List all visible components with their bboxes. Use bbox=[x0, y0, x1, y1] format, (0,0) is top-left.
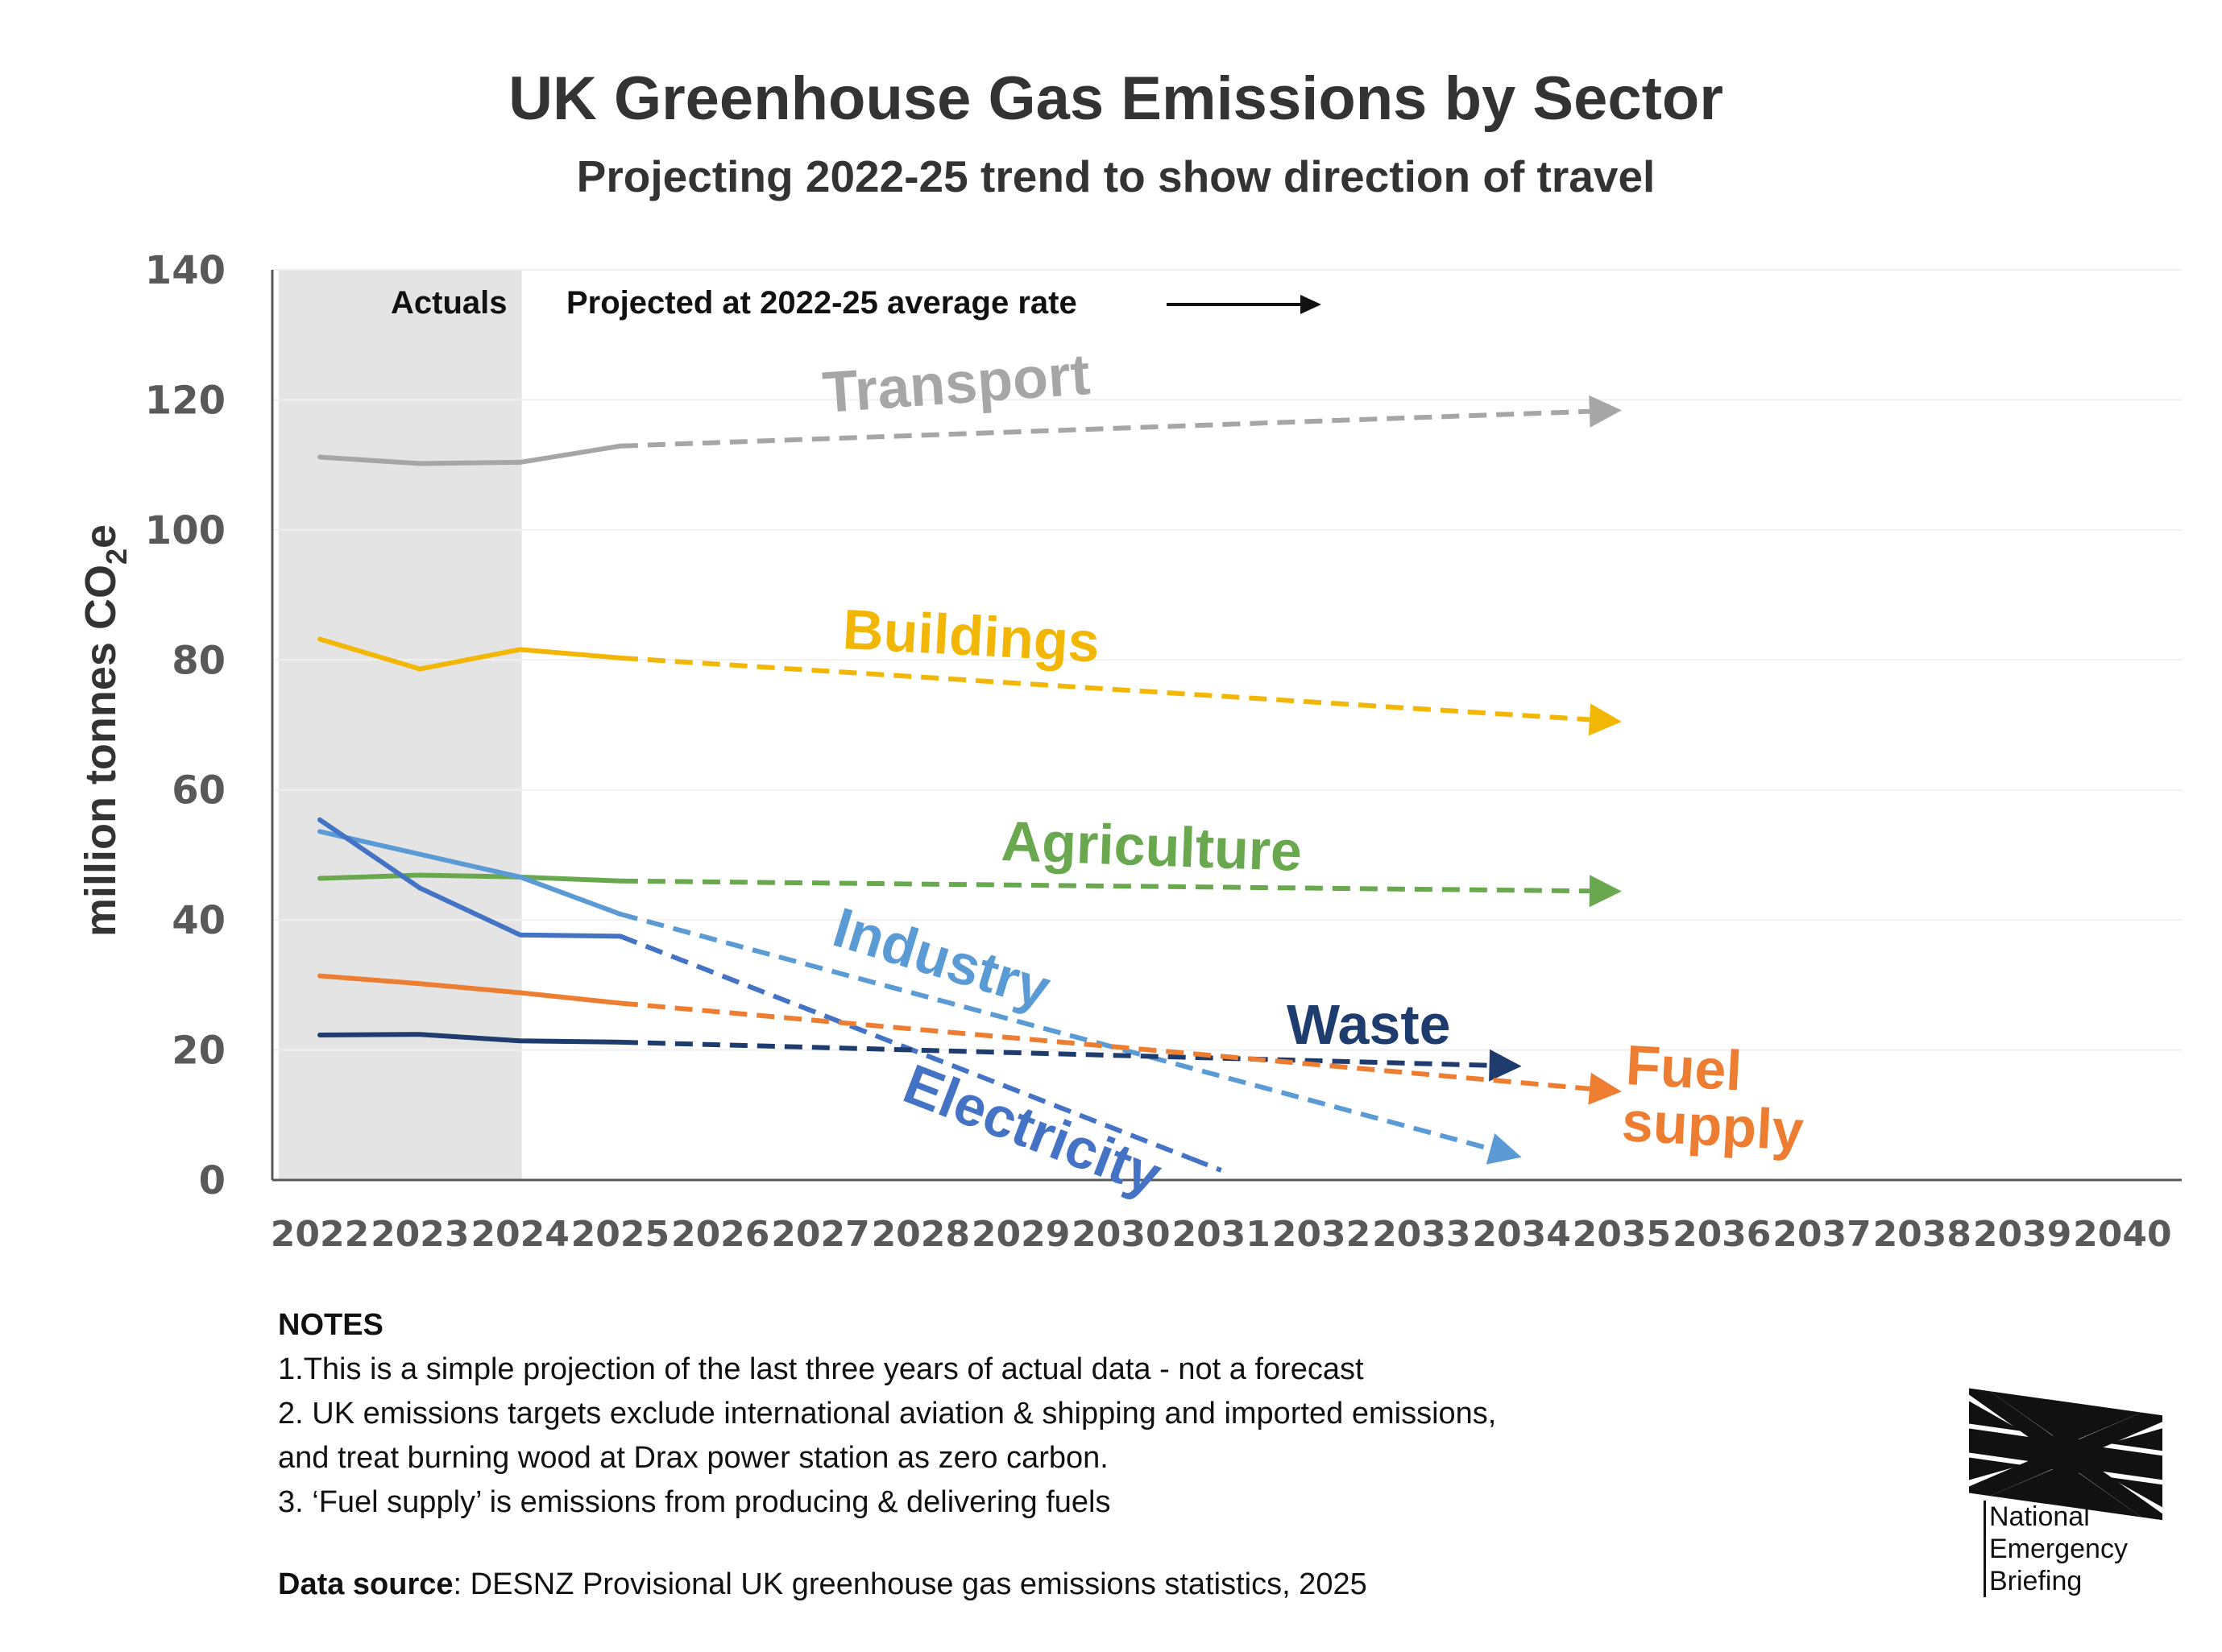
x-tick-label: 2037 bbox=[1772, 1214, 1871, 1255]
buildings-actual-line bbox=[317, 636, 623, 672]
note-1: 1.This is a simple projection of the las… bbox=[278, 1352, 1364, 1386]
fuel-supply-projection-line bbox=[620, 1000, 1590, 1091]
logo-text: National Emergency Briefing bbox=[1984, 1501, 2128, 1597]
waste-actual-line bbox=[317, 1032, 623, 1045]
note-2: 2. UK emissions targets exclude internat… bbox=[278, 1397, 1497, 1430]
buildings-label: Buildings bbox=[841, 598, 1101, 674]
y-tick-label: 0 bbox=[199, 1158, 226, 1203]
fuel-supply-projection-arrowhead bbox=[1588, 1072, 1622, 1105]
projection-direction-arrow bbox=[1167, 295, 1321, 314]
waste-projection-arrowhead bbox=[1489, 1049, 1522, 1082]
y-tick-label: 60 bbox=[172, 768, 226, 814]
transport-actual-line bbox=[317, 443, 623, 466]
buildings-projection-line bbox=[620, 655, 1590, 722]
transport-projection-arrowhead bbox=[1589, 395, 1622, 428]
waste-series bbox=[317, 1032, 1522, 1082]
buildings-series bbox=[317, 636, 1622, 736]
y-axis-label: million tonnes CO2e bbox=[77, 524, 133, 937]
actuals-shaded-region bbox=[279, 270, 522, 1180]
fuel-supply-label-line2: supply bbox=[1620, 1090, 1805, 1162]
agriculture-projection-arrowhead bbox=[1589, 875, 1622, 908]
note-3: 3. ‘Fuel supply’ is emissions from produ… bbox=[278, 1485, 1111, 1519]
industry-projection-line bbox=[620, 911, 1491, 1152]
y-tick-label: 140 bbox=[145, 248, 226, 293]
x-tick-label: 2036 bbox=[1673, 1214, 1771, 1255]
x-tick-label: 2032 bbox=[1272, 1214, 1370, 1255]
x-tick-label: 2034 bbox=[1472, 1214, 1570, 1255]
chart-title: UK Greenhouse Gas Emissions by Sector bbox=[508, 64, 1723, 133]
x-tick-label: 2039 bbox=[1973, 1214, 2071, 1255]
electricity-projection-end bbox=[1190, 1156, 1222, 1173]
y-tick-label: 120 bbox=[145, 378, 226, 423]
x-tick-label: 2040 bbox=[2073, 1214, 2171, 1255]
x-tick-label: 2028 bbox=[872, 1214, 970, 1255]
industry-projection-arrowhead bbox=[1486, 1133, 1522, 1165]
agriculture-label: Agriculture bbox=[1000, 809, 1303, 883]
electricity-label: Electricity bbox=[896, 1052, 1170, 1207]
logo-line-1: National bbox=[1989, 1501, 2090, 1532]
x-tick-label: 2038 bbox=[1873, 1214, 1971, 1255]
x-tick-label: 2031 bbox=[1171, 1214, 1270, 1255]
actuals-annotation: Actuals bbox=[391, 285, 508, 321]
x-tick-label: 2033 bbox=[1372, 1214, 1470, 1255]
union-jack-flag-icon bbox=[1969, 1388, 2162, 1521]
chart-subtitle: Projecting 2022-25 trend to show directi… bbox=[577, 151, 1656, 201]
logo-line-3: Briefing bbox=[1989, 1566, 2083, 1596]
agriculture-projection-line bbox=[620, 878, 1590, 894]
y-tick-label: 40 bbox=[172, 898, 226, 943]
data-source: Data source: DESNZ Provisional UK greenh… bbox=[278, 1567, 1367, 1602]
transport-series bbox=[317, 395, 1622, 466]
notes-heading: NOTES bbox=[278, 1308, 383, 1342]
y-tick-label: 80 bbox=[172, 638, 226, 683]
industry-series bbox=[317, 829, 1522, 1165]
data-source-label: Data source bbox=[278, 1567, 454, 1601]
transport-projection-line bbox=[620, 408, 1590, 449]
x-tick-label: 2030 bbox=[1072, 1214, 1170, 1255]
waste-projection-line bbox=[620, 1039, 1490, 1068]
x-tick-label: 2035 bbox=[1573, 1214, 1671, 1255]
fuel-supply-label-line1: Fuel bbox=[1624, 1033, 1743, 1102]
note-2-continued: and treat burning wood at Drax power sta… bbox=[278, 1441, 1109, 1475]
y-tick-label: 20 bbox=[172, 1029, 226, 1074]
buildings-projection-arrowhead bbox=[1588, 703, 1622, 736]
waste-label: Waste bbox=[1287, 993, 1451, 1056]
electricity-actual-line bbox=[317, 817, 623, 939]
y-tick-label: 100 bbox=[145, 508, 226, 553]
x-tick-label: 2029 bbox=[972, 1214, 1070, 1255]
projected-annotation: Projected at 2022-25 average rate bbox=[566, 285, 1077, 321]
agriculture-series bbox=[317, 872, 1622, 908]
x-tick-label: 2022 bbox=[271, 1214, 369, 1255]
x-tick-label: 2023 bbox=[371, 1214, 469, 1255]
x-tick-label: 2024 bbox=[471, 1214, 569, 1255]
agriculture-actual-line bbox=[317, 872, 623, 884]
transport-label: Transport bbox=[821, 342, 1092, 425]
industry-actual-line bbox=[317, 829, 623, 917]
x-tick-label: 2027 bbox=[771, 1214, 869, 1255]
data-source-text: : DESNZ Provisional UK greenhouse gas em… bbox=[453, 1567, 1367, 1601]
notes-section: NOTES 1.This is a simple projection of t… bbox=[278, 1303, 1809, 1525]
x-tick-label: 2026 bbox=[671, 1214, 769, 1255]
logo-line-2: Emergency bbox=[1989, 1534, 2128, 1564]
fuel-supply-actual-line bbox=[317, 973, 623, 1006]
fuel-supply-series bbox=[317, 973, 1622, 1105]
x-tick-label: 2025 bbox=[571, 1214, 670, 1255]
